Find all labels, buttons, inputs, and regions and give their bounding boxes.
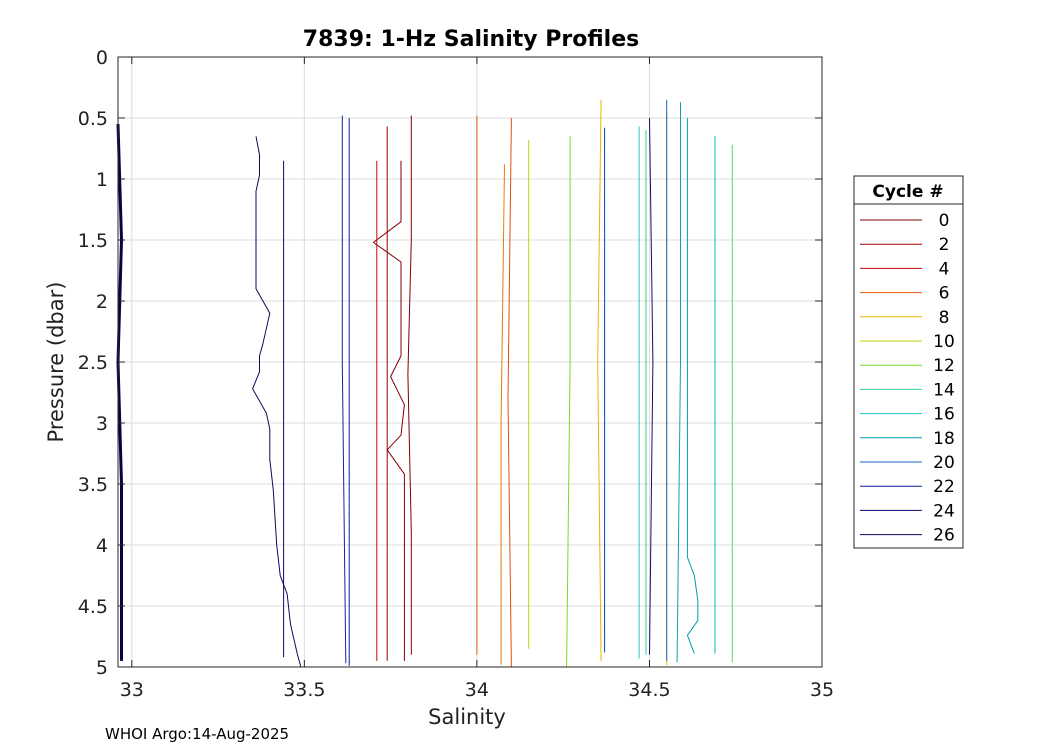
y-tick-label: 1.5: [78, 230, 108, 252]
y-tick-label: 2: [96, 291, 108, 313]
legend-label-12: 12: [933, 356, 955, 376]
y-tick-label: 3.5: [78, 474, 108, 496]
x-axis-ticks: 33 33.5 34 34.5 35: [120, 57, 834, 701]
profile-line-cycle-24: [649, 117, 654, 655]
y-tick-label: 0: [96, 47, 108, 69]
legend-label-4: 4: [939, 259, 950, 279]
legend-label-14: 14: [933, 380, 955, 400]
y-axis-label: Pressure (dbar): [44, 282, 68, 443]
profile-line-cycle-18: [686, 118, 699, 654]
x-axis-label: Salinity: [428, 705, 506, 729]
profile-line-cycle-8: [597, 99, 602, 661]
grid-lines: [118, 56, 823, 668]
y-tick-label: 2.5: [78, 352, 108, 374]
legend-title: Cycle #: [872, 182, 943, 202]
footer-credit: WHOI Argo:14-Aug-2025: [105, 725, 290, 743]
legend-label-0: 0: [939, 211, 950, 231]
x-tick-label: 34.5: [628, 679, 670, 701]
y-tick-label: 4.5: [78, 596, 108, 618]
y-tick-label: 1: [96, 169, 108, 191]
profile-line-cycle-6: [507, 117, 512, 668]
x-tick-label: 33: [120, 679, 144, 701]
legend-label-18: 18: [933, 429, 955, 449]
series-group: [116, 99, 733, 668]
legend-label-2: 2: [939, 235, 950, 255]
profile-line-cycle-12: [566, 136, 571, 668]
profile-line-cycle-26: [116, 124, 123, 661]
profile-line-cycle-0: [407, 115, 412, 655]
y-tick-label: 0.5: [78, 108, 108, 130]
legend-label-6: 6: [939, 284, 950, 304]
profile-line-cycle-22: [341, 115, 347, 664]
profile-line-cycle-18: [676, 102, 681, 663]
legend-label-8: 8: [939, 308, 950, 328]
y-axis-ticks: 0 0.5 1 1.5 2 2.5 3 3.5 4 4.5 5: [78, 47, 822, 679]
legend-label-16: 16: [933, 405, 955, 425]
y-tick-label: 5: [96, 657, 108, 679]
x-tick-label: 35: [810, 679, 834, 701]
legend-label-20: 20: [933, 453, 955, 473]
profile-line-cycle-0: [372, 160, 405, 661]
x-tick-label: 33.5: [283, 679, 325, 701]
chart-title: 7839: 1-Hz Salinity Profiles: [303, 27, 639, 52]
profile-line-cycle-26: [252, 136, 302, 668]
legend-label-10: 10: [933, 332, 955, 352]
y-tick-label: 4: [96, 535, 108, 557]
legend-label-24: 24: [933, 501, 955, 521]
x-tick-label: 34: [465, 679, 489, 701]
profile-line-cycle-6: [500, 164, 505, 665]
legend-label-22: 22: [933, 477, 955, 497]
legend-label-26: 26: [933, 526, 955, 546]
y-tick-label: 3: [96, 413, 108, 435]
